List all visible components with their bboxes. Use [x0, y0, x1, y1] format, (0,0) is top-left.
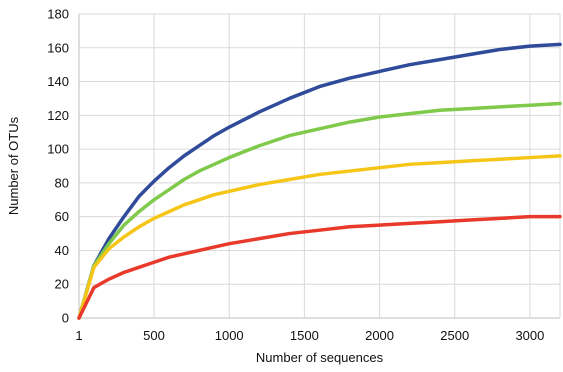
x-tick-label: 1 [75, 328, 82, 343]
series-line-3 [77, 154, 562, 320]
grid-lines [79, 13, 561, 318]
y-tick-label: 100 [47, 142, 69, 157]
y-tick-label: 120 [47, 108, 69, 123]
y-tick-label: 60 [55, 209, 69, 224]
y-tick-label: 140 [47, 74, 69, 89]
y-axis-title: Number of OTUs [6, 116, 21, 215]
series-line-2 [77, 101, 562, 320]
x-axis-title: Number of sequences [256, 350, 384, 365]
y-tick-label: 180 [47, 7, 69, 22]
x-tick-label: 1500 [290, 328, 319, 343]
axes [78, 14, 560, 319]
x-tick-label: 500 [143, 328, 165, 343]
series-line-4 [77, 214, 562, 320]
y-tick-label: 20 [55, 277, 69, 292]
x-tick-label: 2000 [365, 328, 394, 343]
x-tick-label: 2500 [440, 328, 469, 343]
y-tick-label: 40 [55, 243, 69, 258]
series-line-1 [77, 42, 562, 320]
x-tick-label: 1000 [215, 328, 244, 343]
y-tick-label: 0 [62, 311, 69, 326]
x-tick-label: 3000 [515, 328, 544, 343]
y-tick-label: 160 [47, 40, 69, 55]
series-group [77, 42, 562, 320]
y-tick-label: 80 [55, 175, 69, 190]
